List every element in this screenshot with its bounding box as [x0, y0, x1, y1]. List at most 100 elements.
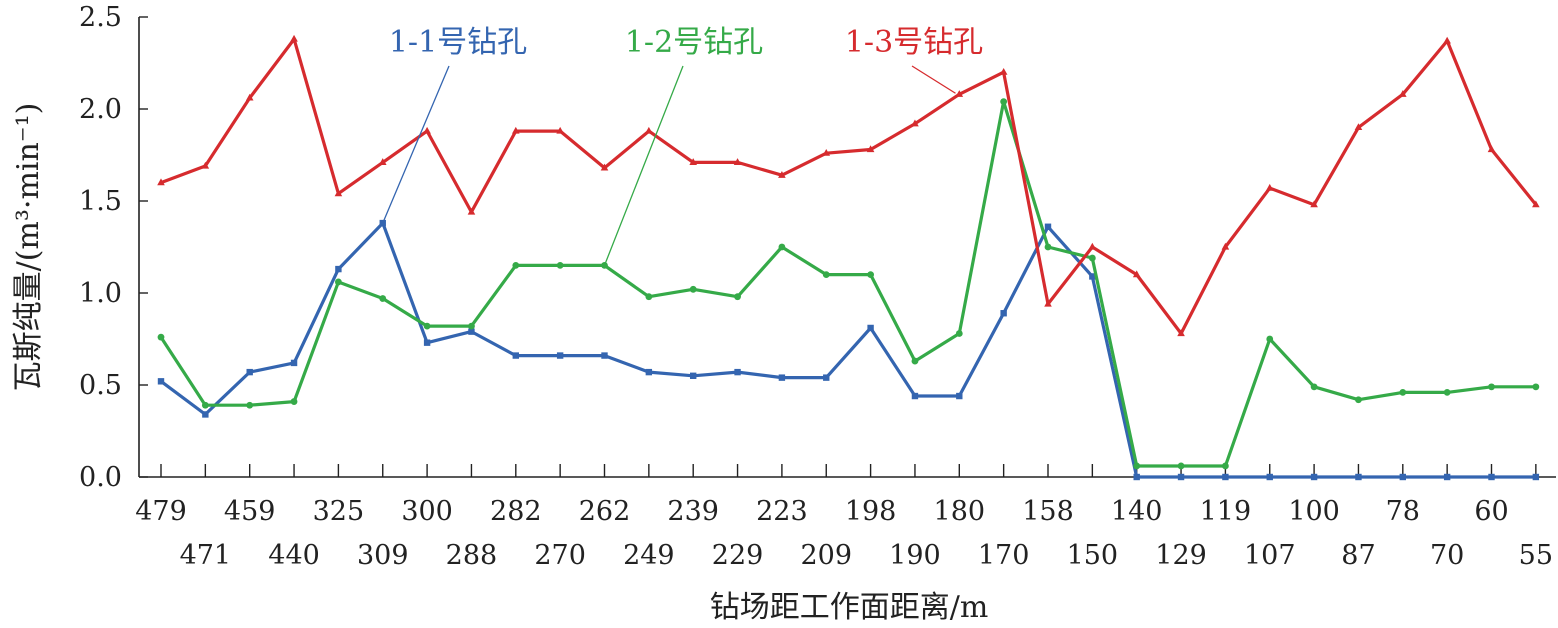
x-tick-label: 479 [135, 496, 187, 527]
x-tick-labels: 479 471 459 440 325 309 300 288 282 270 262 249 239 2… [135, 464, 1553, 571]
data-point [1000, 98, 1008, 106]
data-point [1355, 396, 1362, 404]
data-point [468, 322, 475, 330]
x-tick-label: 239 [667, 496, 719, 527]
data-point [955, 90, 964, 97]
data-point [867, 271, 874, 278]
x-tick-label: 170 [978, 540, 1030, 571]
data-point [822, 148, 831, 156]
data-point [1532, 473, 1540, 481]
data-point [379, 295, 387, 302]
data-point [1132, 270, 1141, 278]
data-point [1177, 329, 1185, 337]
data-point [290, 398, 298, 405]
data-point [956, 392, 963, 400]
data-point [245, 93, 254, 101]
data-point [1266, 335, 1274, 343]
x-tick-label: 158 [1022, 496, 1074, 527]
y-axis-title: 瓦斯纯量/(m³·min⁻¹) [11, 103, 46, 392]
data-point [822, 271, 830, 278]
x-tick-label: 107 [1244, 540, 1296, 571]
data-point [911, 119, 919, 127]
x-tick-label: 223 [756, 496, 808, 527]
legend-leader-line [911, 65, 956, 94]
y-tick-label: 2.5 [79, 2, 122, 33]
data-point [1532, 200, 1540, 208]
x-axis-label: 钻场距工作面距离/m [710, 590, 989, 625]
data-point [423, 126, 431, 134]
series-2 [157, 98, 1540, 470]
data-point [911, 392, 919, 400]
data-point [778, 374, 786, 381]
data-point [1310, 473, 1318, 481]
x-tick-label: 288 [446, 540, 498, 571]
data-point [1133, 473, 1140, 481]
data-point [778, 171, 786, 178]
data-point [1222, 462, 1229, 470]
data-point [1443, 36, 1451, 44]
x-tick-label: 140 [1111, 496, 1163, 527]
series-line [159, 99, 1538, 468]
data-point [334, 189, 343, 197]
data-point [1310, 383, 1318, 391]
data-point [734, 293, 741, 301]
y-tick-label: 1.0 [79, 278, 122, 309]
data-point [601, 352, 608, 359]
data-point [1443, 388, 1451, 396]
data-point [512, 262, 520, 269]
x-tick-label: 249 [623, 540, 675, 571]
data-point [157, 178, 165, 186]
series-line [159, 221, 1538, 479]
data-point [1177, 473, 1185, 481]
x-tick-label: 209 [800, 540, 852, 571]
data-point [600, 163, 609, 171]
data-point [823, 374, 830, 381]
data-point [556, 262, 564, 269]
data-point [1221, 242, 1230, 250]
y-tick-label: 1.5 [79, 186, 122, 217]
x-tick-label: 270 [534, 540, 586, 571]
axes [138, 17, 1556, 478]
y-tick-label: 0.0 [79, 462, 122, 493]
legend-label: 1-3号钻孔 [845, 25, 983, 60]
data-point [911, 357, 919, 365]
series-layer [157, 34, 1540, 481]
data-point [1222, 473, 1229, 481]
data-point [645, 293, 653, 301]
data-point [955, 330, 963, 337]
data-point [423, 339, 431, 346]
x-tick-label: 87 [1341, 540, 1375, 571]
data-point [645, 126, 653, 134]
data-point [1265, 183, 1274, 191]
data-point [1355, 473, 1362, 481]
data-point [1488, 383, 1495, 391]
x-tick-label: 471 [180, 540, 232, 571]
x-tick-label: 309 [357, 540, 409, 571]
x-tick-label: 190 [889, 540, 941, 571]
series-line [159, 37, 1538, 336]
data-point [1044, 243, 1052, 251]
legend-item: 1-3号钻孔 [845, 25, 983, 94]
data-point [1177, 462, 1185, 470]
x-tick-label: 78 [1386, 496, 1420, 527]
x-tick-label: 198 [845, 496, 897, 527]
x-tick-label: 459 [224, 496, 276, 527]
legend-label: 1-2号钻孔 [625, 25, 763, 60]
data-point [467, 207, 476, 215]
data-point [1399, 473, 1406, 481]
x-tick-label: 119 [1200, 496, 1252, 527]
data-point [1088, 254, 1096, 262]
x-tick-label: 100 [1288, 496, 1340, 527]
data-point [734, 368, 741, 376]
data-point [201, 401, 209, 409]
y-tick-labels: 0.0 0.5 1.0 1.5 2.0 2.5 [79, 2, 148, 493]
data-point [378, 158, 387, 165]
data-point [556, 126, 564, 134]
legend-leader-line [603, 65, 684, 266]
data-point [1044, 299, 1052, 307]
data-point [556, 352, 564, 359]
data-point [423, 322, 431, 330]
y-axis-label: 瓦斯纯量/(m³·min⁻¹) [11, 103, 46, 392]
series-1 [157, 219, 1540, 481]
